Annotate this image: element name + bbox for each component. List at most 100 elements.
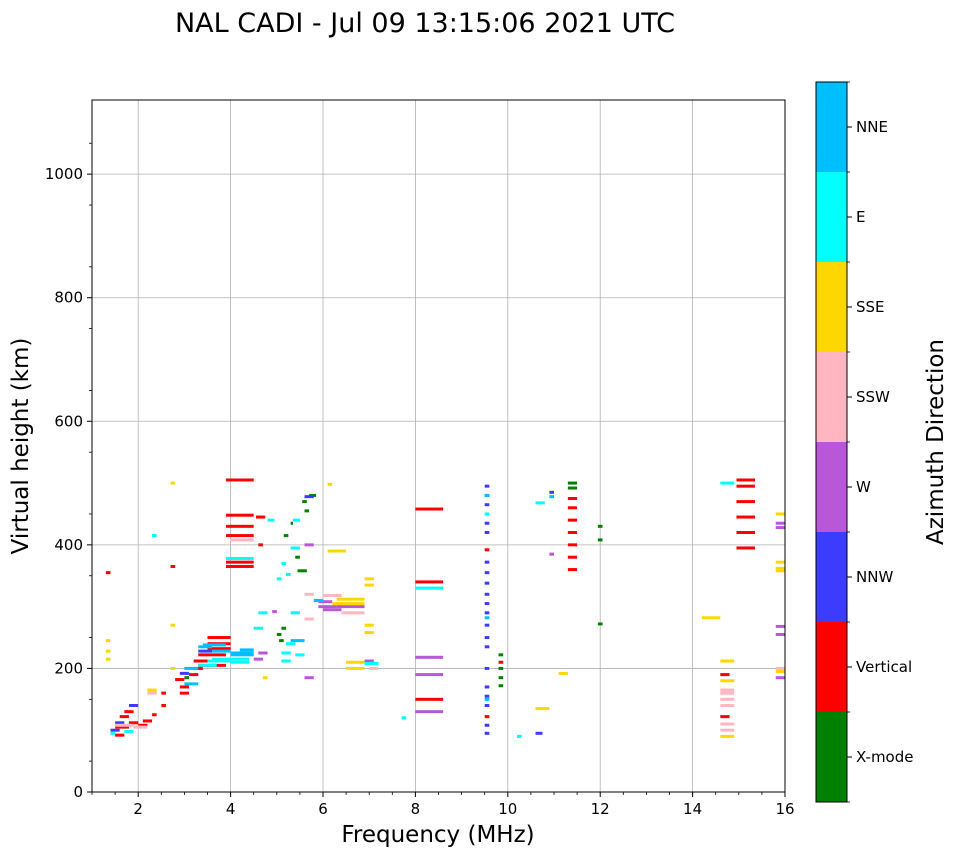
echo-trace	[484, 512, 490, 516]
echo-trace	[124, 710, 134, 714]
echo-trace	[720, 673, 730, 677]
echo-trace	[193, 666, 203, 670]
echo-trace	[775, 666, 785, 670]
echo-trace	[115, 733, 125, 737]
echo-trace	[484, 531, 490, 534]
echo-trace	[119, 715, 129, 719]
x-tick-label: 8	[411, 800, 421, 818]
echo-trace	[720, 679, 735, 683]
echo-trace	[286, 642, 296, 646]
echo-trace	[364, 583, 374, 587]
echo-trace	[415, 697, 444, 701]
echo-trace	[267, 518, 275, 522]
echo-trace	[736, 531, 755, 534]
echo-trace	[484, 581, 490, 585]
echo-trace	[364, 661, 379, 665]
echo-trace	[198, 645, 213, 649]
echo-trace	[484, 694, 490, 698]
series-w	[253, 521, 785, 714]
echo-trace	[279, 639, 284, 643]
echo-trace	[105, 639, 111, 643]
echo-trace	[484, 571, 490, 575]
echo-trace	[225, 513, 254, 517]
echo-trace	[184, 682, 199, 686]
colorbar-tick-label: NNE	[856, 118, 888, 136]
colorbar-tick-label: W	[856, 478, 871, 496]
echo-trace	[364, 577, 374, 581]
series-nnw	[110, 484, 554, 735]
echo-trace	[535, 501, 545, 505]
echo-trace	[484, 715, 490, 719]
echo-trace	[597, 524, 603, 528]
echo-trace	[364, 659, 374, 663]
echo-trace	[567, 486, 578, 490]
echo-trace	[720, 697, 735, 701]
echo-trace	[567, 531, 578, 534]
echo-trace	[304, 617, 314, 621]
series-sse	[105, 481, 785, 738]
echo-trace	[256, 515, 266, 519]
echo-trace	[549, 490, 554, 494]
series-e	[110, 481, 735, 738]
echo-trace	[304, 509, 310, 513]
echo-trace	[720, 734, 735, 738]
echo-trace	[736, 478, 755, 482]
echo-trace	[258, 543, 263, 547]
echo-trace	[239, 648, 254, 652]
echo-trace	[567, 568, 578, 572]
echo-trace	[484, 548, 490, 552]
echo-trace	[133, 725, 148, 729]
x-tick-label: 4	[226, 800, 236, 818]
echo-trace	[484, 731, 490, 735]
y-tick-label: 200	[54, 659, 83, 677]
echo-trace	[225, 556, 254, 560]
x-axis-label: Frequency (MHz)	[341, 822, 534, 848]
echo-trace	[775, 526, 785, 530]
echo-trace	[175, 678, 185, 682]
plot-area: 2 4 6 8 10 12 14 16 0 200 400 600 800 1000	[45, 99, 795, 818]
y-tick-label: 800	[54, 289, 83, 307]
echo-trace	[484, 666, 490, 670]
y-tick-label: 0	[73, 783, 83, 801]
echo-trace	[415, 673, 444, 677]
echo-trace	[124, 729, 134, 733]
echo-trace	[225, 564, 254, 568]
echo-trace	[225, 478, 254, 482]
colorbar-tick-label: SSE	[856, 298, 885, 316]
echo-trace	[230, 651, 254, 655]
echo-trace	[567, 481, 578, 485]
x-tick-label: 14	[683, 800, 702, 818]
echo-trace	[105, 649, 111, 653]
echo-trace	[179, 671, 190, 675]
echo-trace	[484, 697, 490, 701]
echo-trace	[720, 728, 735, 732]
x-tick-label: 12	[591, 800, 610, 818]
echo-trace	[207, 659, 231, 663]
echo-trace	[484, 645, 490, 649]
echo-trace	[225, 534, 254, 538]
echo-trace	[318, 605, 337, 609]
echo-trace	[281, 651, 291, 655]
echo-trace	[179, 691, 190, 695]
echo-trace	[147, 691, 157, 695]
echo-trace	[253, 626, 263, 630]
colorbar: X-mode Vertical NNW W SSW SSE E NNE	[815, 81, 913, 803]
echo-trace	[558, 671, 568, 675]
echo-trace	[253, 657, 263, 661]
echo-trace	[189, 673, 199, 677]
colorbar-swatch	[816, 712, 847, 802]
echo-trace	[597, 538, 603, 542]
echo-trace	[179, 685, 190, 689]
y-tick-label: 1000	[45, 165, 83, 183]
echo-trace	[323, 608, 342, 612]
y-tick-label: 400	[54, 536, 83, 554]
echo-trace	[105, 657, 111, 661]
echo-trace	[202, 643, 226, 647]
echo-trace	[290, 521, 293, 525]
echo-trace	[304, 495, 314, 499]
colorbar-label: Azimuth Direction	[923, 339, 949, 545]
echo-trace	[369, 666, 379, 670]
echo-trace	[230, 660, 250, 664]
echo-trace	[258, 611, 268, 615]
echo-trace	[498, 653, 504, 657]
